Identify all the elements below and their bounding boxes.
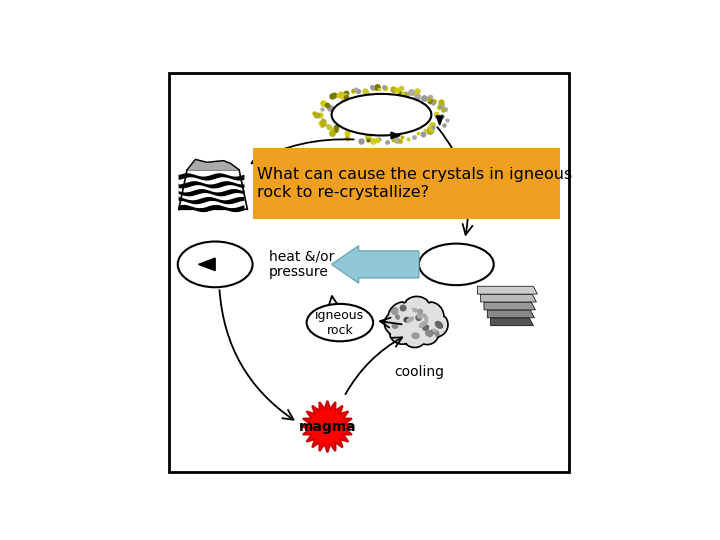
Ellipse shape	[307, 304, 373, 341]
Polygon shape	[391, 132, 400, 139]
Ellipse shape	[413, 308, 418, 312]
Circle shape	[387, 302, 421, 335]
Polygon shape	[436, 116, 443, 125]
FancyBboxPatch shape	[169, 73, 569, 472]
Ellipse shape	[400, 305, 406, 311]
Polygon shape	[484, 302, 536, 310]
Text: cooling: cooling	[394, 366, 444, 380]
Ellipse shape	[436, 321, 443, 328]
FancyArrow shape	[332, 246, 419, 283]
Ellipse shape	[433, 329, 436, 332]
Circle shape	[402, 322, 427, 348]
Ellipse shape	[436, 331, 438, 337]
Ellipse shape	[426, 327, 428, 335]
Ellipse shape	[431, 330, 435, 334]
Ellipse shape	[423, 325, 428, 330]
Text: What can cause the crystals in igneous
rock to re-crystallize?: What can cause the crystals in igneous r…	[257, 167, 572, 199]
Polygon shape	[187, 159, 239, 170]
Text: magma: magma	[299, 420, 356, 434]
Circle shape	[415, 302, 444, 331]
Ellipse shape	[426, 330, 432, 336]
FancyBboxPatch shape	[253, 148, 560, 219]
Polygon shape	[302, 401, 354, 453]
Circle shape	[415, 321, 439, 345]
Text: igneous
rock: igneous rock	[315, 308, 364, 336]
Polygon shape	[487, 310, 534, 318]
Circle shape	[384, 312, 408, 335]
Ellipse shape	[396, 315, 400, 319]
Ellipse shape	[412, 333, 419, 339]
Ellipse shape	[418, 309, 423, 314]
Ellipse shape	[423, 314, 428, 321]
Ellipse shape	[392, 308, 398, 314]
Ellipse shape	[407, 318, 413, 322]
Text: heat &/or
pressure: heat &/or pressure	[269, 249, 335, 280]
Ellipse shape	[419, 321, 427, 327]
Ellipse shape	[418, 313, 423, 318]
Ellipse shape	[416, 315, 421, 320]
Circle shape	[389, 318, 415, 344]
Polygon shape	[490, 318, 534, 326]
Ellipse shape	[404, 318, 410, 322]
Circle shape	[423, 312, 448, 337]
Polygon shape	[481, 294, 536, 302]
Circle shape	[401, 296, 433, 328]
Ellipse shape	[392, 325, 397, 328]
Polygon shape	[477, 286, 537, 294]
Polygon shape	[199, 258, 215, 271]
